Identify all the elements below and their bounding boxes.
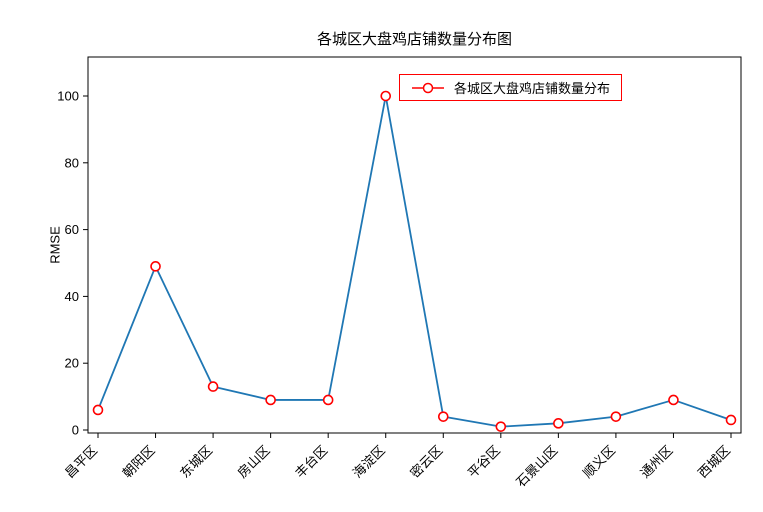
data-point-marker <box>92 404 104 416</box>
legend: 各城区大盘鸡店铺数量分布 <box>399 74 623 101</box>
x-tick-label: 西城区 <box>695 443 733 481</box>
legend-line-marker-icon <box>412 82 444 93</box>
data-point-marker <box>610 411 622 422</box>
data-point-marker <box>725 414 737 426</box>
chart-title: 各城区大盘鸡店铺数量分布图 <box>316 31 512 48</box>
data-point-marker <box>207 381 219 392</box>
x-tick-label: 房山区 <box>235 443 273 481</box>
data-point-marker <box>265 394 276 406</box>
x-tick-label: 海淀区 <box>350 443 388 481</box>
x-tick-label: 朝阳区 <box>119 443 157 481</box>
x-tick-label: 丰台区 <box>292 443 330 481</box>
y-tick-label: 40 <box>65 289 79 304</box>
series-line <box>97 95 732 428</box>
legend-label: 各城区大盘鸡店铺数量分布 <box>454 81 611 96</box>
data-point-marker <box>150 261 161 272</box>
legend-marker-sample <box>422 82 434 93</box>
data-point-marker <box>553 418 564 429</box>
x-tick-label: 顺义区 <box>580 443 618 481</box>
x-tick-label: 东城区 <box>177 443 215 481</box>
x-tick-label: 密云区 <box>407 443 445 481</box>
y-tick-label: 60 <box>65 222 79 237</box>
x-tick-label: 平谷区 <box>465 443 503 481</box>
data-point-marker <box>380 90 392 102</box>
data-point-marker <box>495 421 507 432</box>
y-tick-label: 0 <box>72 423 79 438</box>
data-point-marker <box>322 394 334 406</box>
x-tick-label: 昌平区 <box>62 443 100 481</box>
data-point-marker <box>437 411 449 422</box>
x-tick-label: 通州区 <box>637 443 675 481</box>
x-tick-label: 石景山区 <box>513 443 560 490</box>
y-tick-label: 100 <box>57 89 79 104</box>
y-tick-label: 20 <box>65 356 79 371</box>
plot-border <box>87 56 742 434</box>
y-tick-label: 80 <box>65 155 79 170</box>
data-point-marker <box>668 394 679 406</box>
